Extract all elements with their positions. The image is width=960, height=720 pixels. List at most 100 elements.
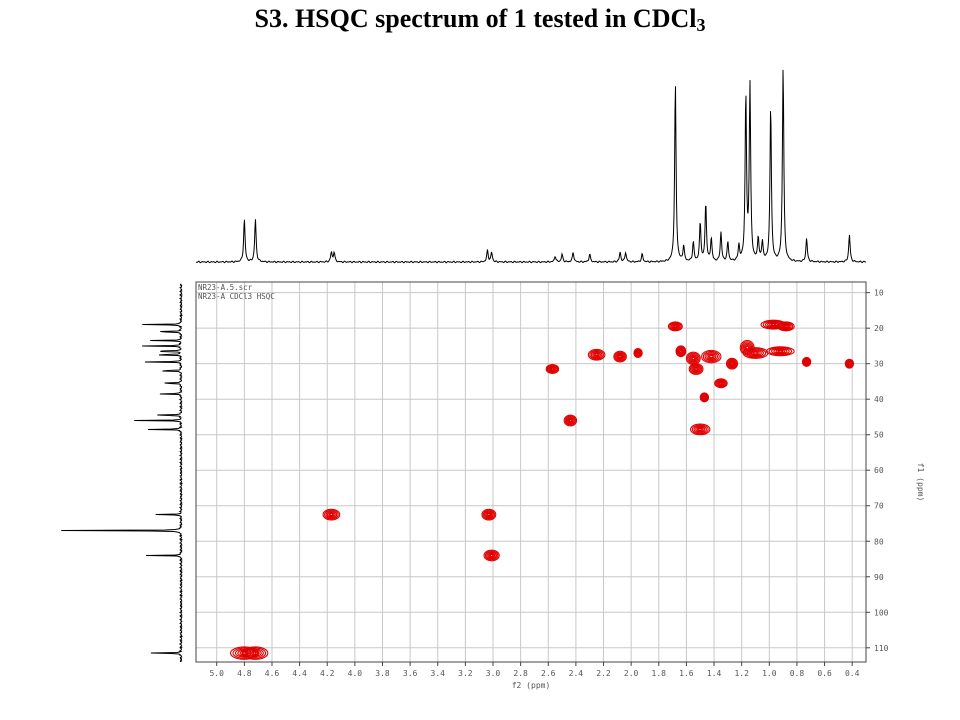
contour-ring bbox=[726, 358, 738, 369]
contour-ring bbox=[564, 415, 577, 426]
title-subscript: 3 bbox=[696, 15, 706, 35]
contour-ring bbox=[777, 349, 784, 353]
contour-ring bbox=[550, 367, 555, 371]
contour-ring bbox=[778, 322, 794, 331]
contour-ring bbox=[802, 357, 811, 367]
contour-ring bbox=[617, 354, 623, 359]
contour-ring bbox=[690, 423, 711, 436]
contour-ring bbox=[698, 427, 703, 431]
contour-ring bbox=[328, 512, 335, 517]
contour-ring bbox=[844, 358, 855, 369]
cross-peak-contours bbox=[229, 319, 855, 660]
x-tick-label: 1.2 bbox=[734, 669, 749, 678]
y-tick-label: 110 bbox=[874, 644, 889, 653]
contour-ring bbox=[483, 549, 500, 562]
contour-ring bbox=[804, 359, 810, 365]
contour-ring bbox=[703, 396, 706, 399]
contour-ring bbox=[775, 349, 786, 354]
y-tick-label: 50 bbox=[874, 431, 884, 440]
grid bbox=[196, 282, 866, 662]
contour-ring bbox=[704, 352, 719, 362]
contour-ring bbox=[614, 351, 626, 362]
contour-ring bbox=[691, 424, 709, 435]
contour-ring bbox=[565, 416, 575, 425]
cross-peak bbox=[690, 423, 711, 436]
contour-ring bbox=[693, 366, 699, 372]
cross-peak bbox=[545, 364, 560, 374]
contour-ring bbox=[679, 349, 683, 353]
cross-peak bbox=[701, 349, 722, 364]
contour-ring bbox=[633, 348, 643, 359]
x-tick-label: 1.8 bbox=[652, 669, 667, 678]
cross-peak bbox=[688, 363, 704, 375]
contour-ring bbox=[699, 392, 710, 403]
contour-ring bbox=[673, 325, 678, 328]
contour-ring bbox=[549, 367, 555, 371]
title-text: S3. HSQC spectrum of 1 tested in CDCl bbox=[254, 4, 697, 33]
contour-ring bbox=[804, 359, 809, 364]
c13-projection-spectrum bbox=[61, 283, 184, 662]
contour-ring bbox=[589, 349, 604, 360]
x-axis-ticks: 5.0 4.8 4.6 4.4 4.2 4.0 3.8 3.6 3.4 3.2 3.0 2.8 2.6 2… bbox=[209, 662, 860, 678]
contour-ring bbox=[782, 324, 789, 329]
contour-ring bbox=[770, 323, 777, 326]
contour-ring bbox=[677, 347, 685, 356]
cross-peak bbox=[587, 348, 606, 361]
contour-ring bbox=[593, 352, 600, 358]
contour-ring bbox=[714, 378, 728, 389]
contour-ring bbox=[783, 325, 788, 328]
cross-peak bbox=[777, 321, 795, 332]
contour-ring bbox=[242, 646, 269, 660]
cross-peak bbox=[675, 345, 687, 358]
figure-title: S3. HSQC spectrum of 1 tested in CDCl3 bbox=[0, 4, 960, 36]
contour-ring bbox=[326, 511, 336, 518]
y-tick-label: 10 bbox=[874, 289, 884, 298]
contour-ring bbox=[744, 348, 767, 358]
contour-ring bbox=[689, 364, 703, 374]
contour-ring bbox=[545, 364, 560, 374]
contour-ring bbox=[749, 349, 762, 357]
cross-peak bbox=[563, 414, 578, 427]
cross-peak bbox=[685, 351, 701, 366]
y-tick-label: 70 bbox=[874, 502, 884, 511]
contour-ring bbox=[688, 363, 704, 375]
cross-peak bbox=[667, 321, 683, 332]
y-tick-label: 20 bbox=[874, 324, 884, 333]
contour-ring bbox=[239, 650, 250, 656]
contour-ring bbox=[675, 345, 687, 358]
contour-ring bbox=[252, 651, 259, 655]
h1-spectrum-trace bbox=[195, 69, 867, 264]
contour-ring bbox=[667, 321, 683, 332]
contour-ring bbox=[594, 353, 599, 357]
x-tick-label: 1.0 bbox=[762, 669, 777, 678]
contour-ring bbox=[246, 648, 264, 658]
contour-ring bbox=[678, 349, 683, 354]
y-tick-label: 80 bbox=[874, 537, 884, 546]
contour-ring bbox=[770, 347, 790, 355]
contour-ring bbox=[700, 393, 709, 402]
cross-peak bbox=[481, 508, 497, 521]
x-tick-label: 3.0 bbox=[486, 669, 501, 678]
contour-ring bbox=[634, 349, 642, 357]
contour-ring bbox=[690, 355, 697, 361]
contour-ring bbox=[695, 426, 706, 433]
x-tick-label: 4.0 bbox=[348, 669, 363, 678]
contour-ring bbox=[773, 348, 788, 354]
contour-ring bbox=[483, 510, 494, 519]
y-tick-label: 40 bbox=[874, 395, 884, 404]
contour-ring bbox=[691, 365, 702, 373]
contour-ring bbox=[693, 425, 707, 434]
x-tick-label: 4.6 bbox=[265, 669, 280, 678]
x-tick-label: 4.8 bbox=[237, 669, 252, 678]
contour-ring bbox=[635, 350, 641, 356]
y-axis-ticks: 10 20 30 40 50 60 70 80 90 100 110 bbox=[866, 289, 889, 653]
x-tick-label: 0.6 bbox=[817, 669, 832, 678]
cross-peak bbox=[714, 378, 728, 389]
contour-ring bbox=[487, 513, 491, 517]
info-line-2: NR23-A CDCl3 HSQC bbox=[198, 292, 275, 301]
contour-ring bbox=[848, 362, 851, 365]
contour-ring bbox=[768, 347, 793, 356]
contour-ring bbox=[613, 350, 627, 363]
contour-ring bbox=[719, 381, 723, 385]
